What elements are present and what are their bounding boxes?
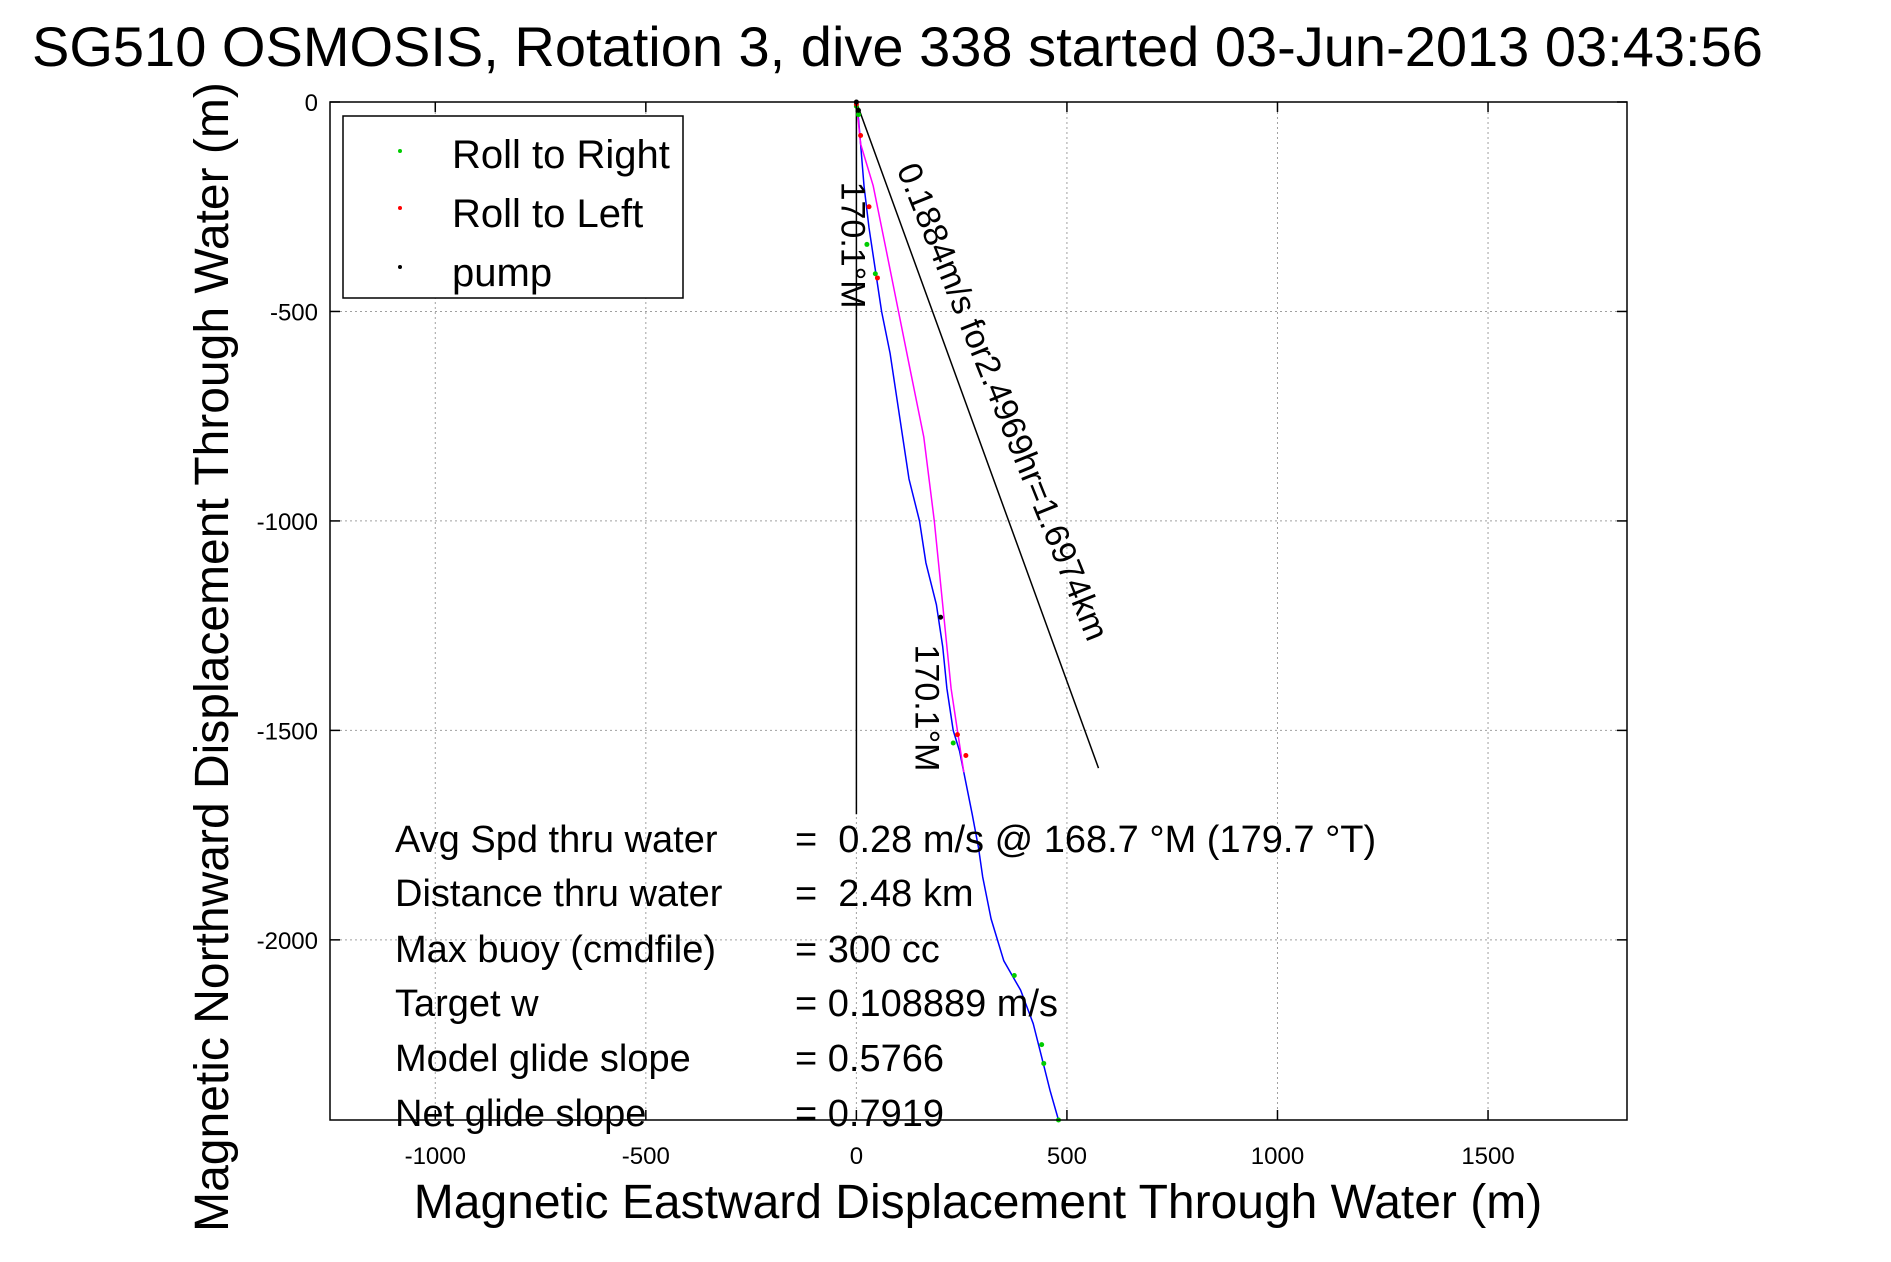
roll-right-marker [864,241,870,247]
chart-title: SG510 OSMOSIS, Rotation 3, dive 338 star… [32,15,1763,78]
series-line-0 [855,101,1060,1121]
roll-right-marker [1041,1060,1047,1066]
x-tick-label: 1000 [1251,1143,1304,1170]
roll-left-marker [858,133,864,139]
x-tick-label: 1500 [1461,1143,1514,1170]
pump-marker [855,107,861,113]
stat-value: = 0.7919 [795,1093,944,1135]
legend-marker-roll-left [398,206,402,210]
y-tick-label: -500 [270,299,318,326]
y-tick-label: -2000 [257,928,318,955]
plot-frame [329,101,1628,1121]
stat-label: Model glide slope [395,1038,691,1080]
roll-right-marker [855,112,861,118]
y-axis-label: Magnetic Northward Displacement Through … [186,82,239,1232]
legend-label-roll-right: Roll to Right [452,133,670,177]
y-tick-label: -1500 [257,718,318,745]
roll-right-marker [1039,1042,1045,1048]
x-tick-label: -1000 [405,1143,466,1170]
y-tick-label: 0 [305,90,318,117]
x-tick-label: -500 [622,1143,670,1170]
stat-label: Net glide slope [395,1093,646,1135]
roll-left-marker [954,732,960,738]
series-line-1 [855,101,965,773]
stat-value: = 2.48 km [795,873,973,915]
legend-label-pump: pump [452,251,552,295]
stat-value: = 300 cc [795,929,940,971]
roll-right-marker [950,740,956,746]
stat-value: = 0.5766 [795,1038,944,1080]
annotation-label: 170.1°M [834,182,872,309]
roll-left-marker [963,753,969,759]
stats-block: Avg Spd thru water Distance thru water M… [395,819,1376,1135]
legend-marker-pump [398,265,402,269]
legend-marker-roll-right [398,149,402,153]
pump-marker [938,614,944,620]
stat-value: = 0.28 m/s @ 168.7 °M (179.7 °T) [795,819,1376,861]
stat-label: Avg Spd thru water [395,819,718,861]
annotation-label: 170.1°M [907,645,945,772]
roll-right-marker [872,271,878,277]
series-layer [855,101,1100,1121]
stat-label: Max buoy (cmdfile) [395,929,716,971]
roll-right-marker [1011,972,1017,978]
stat-label: Distance thru water [395,873,723,915]
roll-left-marker [874,275,880,281]
y-tick-label: -1000 [257,509,318,536]
stat-label: Target w [395,983,539,1025]
axis-ticks: -1000 -500 0 500 1000 1500 0 -500 -1000 -1500 -200… [257,90,1627,1170]
legend: Roll to Right Roll to Left pump [342,115,684,299]
roll-left-marker [866,204,872,210]
x-tick-label: 0 [850,1143,863,1170]
x-tick-label: 500 [1047,1143,1087,1170]
stat-value: = 0.108889 m/s [795,983,1058,1025]
x-axis-label: Magnetic Eastward Displacement Through W… [414,1176,1542,1229]
series-line-2 [855,101,1100,769]
legend-label-roll-left: Roll to Left [452,192,643,236]
